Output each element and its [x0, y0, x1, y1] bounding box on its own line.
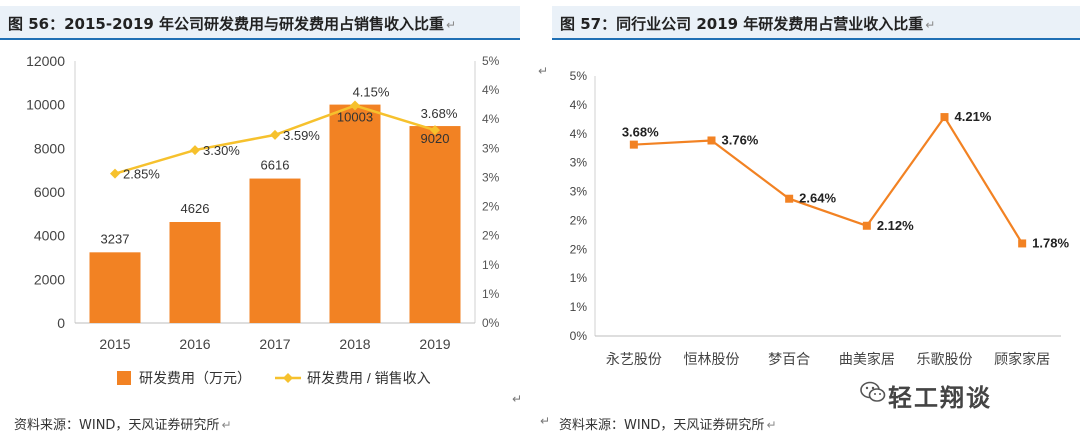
line-data-label: 3.59% [283, 128, 320, 143]
y-tick-label: 4% [570, 98, 588, 112]
y-tick-label: 0 [57, 315, 65, 331]
legend-line-label: 研发费用 / 销售收入 [307, 370, 431, 386]
paragraph-mark-icon: ↵ [538, 64, 549, 78]
y2-tick-label: 4% [482, 112, 500, 126]
line-point [629, 140, 638, 149]
y-tick-label: 12000 [26, 53, 65, 69]
line-data-label: 4.21% [955, 109, 992, 124]
wechat-icon [860, 381, 886, 402]
line-data-label: 3.30% [203, 143, 240, 158]
line-point [1018, 239, 1027, 248]
x-tick-label: 梦百合 [768, 351, 810, 367]
line-data-label: 2.12% [877, 218, 914, 233]
y-tick-label: 4% [570, 127, 588, 141]
bar-data-label: 3237 [101, 231, 130, 246]
y2-tick-label: 3% [482, 170, 500, 184]
right-chart-title: 图 57：同行业公司 2019 年研发费用占营业收入比重 ↵ [560, 15, 936, 33]
y-tick-label: 4000 [34, 228, 65, 244]
left-chart-title: 图 56：2015-2019 年公司研发费用与研发费用占销售收入比重 ↵ [8, 15, 457, 33]
x-tick-label: 永艺股份 [606, 351, 662, 367]
series-line [633, 115, 1024, 245]
bar [329, 104, 381, 323]
y2-tick-label: 4% [482, 83, 500, 97]
watermark-text: 轻工翔谈 [888, 384, 992, 412]
y-tick-label: 2% [570, 242, 588, 256]
y-tick-label: 2000 [34, 271, 65, 287]
right-source-note: 资料来源：WIND，天风证券研究所 ↵ [559, 418, 777, 433]
bar-data-label: 9020 [421, 131, 450, 146]
bar-data-label: 4626 [181, 201, 210, 216]
line-data-label: 3.76% [722, 132, 759, 147]
left-chart-title-bar: 图 56：2015-2019 年公司研发费用与研发费用占销售收入比重 ↵ [0, 6, 520, 40]
legend-bar-label: 研发费用（万元） [139, 370, 251, 386]
right-chart-title-bar: 图 57：同行业公司 2019 年研发费用占营业收入比重 ↵ [552, 6, 1080, 40]
legend-line-marker [283, 373, 293, 383]
bar [409, 126, 461, 324]
x-tick-label: 2015 [99, 336, 130, 352]
x-tick-label: 2016 [179, 336, 210, 352]
x-tick-label: 2019 [419, 336, 450, 352]
x-tick-label: 曲美家居 [839, 351, 895, 367]
legend-bar-swatch [117, 371, 131, 385]
y-tick-label: 10000 [26, 97, 65, 113]
y-tick-label: 1% [570, 271, 588, 285]
x-tick-label: 顾家家居 [994, 351, 1050, 367]
y2-tick-label: 5% [482, 54, 500, 68]
line-point [270, 129, 280, 140]
x-tick-label: 恒林股份 [684, 351, 740, 367]
line-data-label: 3.68% [421, 106, 458, 121]
line-point [110, 168, 120, 179]
y2-tick-label: 1% [482, 287, 500, 301]
left-source-note: 资料来源：WIND，天风证券研究所 ↵ [14, 418, 232, 433]
y-tick-label: 0% [570, 329, 588, 343]
line-point [430, 125, 440, 136]
bar-data-label: 6616 [261, 158, 290, 173]
y-tick-label: 1% [570, 300, 588, 314]
y-tick-label: 8000 [34, 140, 65, 156]
y2-tick-label: 2% [482, 229, 500, 243]
line-point [190, 145, 200, 156]
y2-tick-label: 0% [482, 316, 500, 330]
line-data-label: 4.15% [353, 85, 390, 100]
bar [89, 252, 141, 323]
paragraph-mark-icon: ↵ [512, 392, 523, 406]
paragraph-mark-icon: ↵ [540, 414, 551, 428]
line-data-label: 2.85% [123, 167, 160, 182]
y-tick-label: 3% [570, 156, 588, 170]
y2-tick-label: 3% [482, 141, 500, 155]
x-tick-label: 2018 [339, 336, 370, 352]
line-point [785, 194, 794, 203]
bar-data-label: 10003 [337, 110, 373, 125]
line-point [350, 100, 360, 111]
right-line-chart: 0% 1% 1% 2% 2% 3% 3% 4% 4% 5% 3.68% 3.76% 2.64% 2.12%… [570, 69, 1070, 367]
line-data-label: 3.68% [622, 125, 659, 140]
line-point [862, 221, 871, 230]
bar [249, 178, 301, 323]
x-tick-label: 乐歌股份 [917, 351, 973, 367]
y-tick-label: 2% [570, 213, 588, 227]
line-data-label: 2.64% [799, 191, 836, 206]
bar [169, 221, 221, 323]
line-data-label: 1.78% [1032, 235, 1069, 250]
left-combo-chart: 0 2000 4000 6000 8000 10000 12000 0% 1% 1% 2% 2% 3% 3… [26, 53, 500, 386]
line-point [707, 136, 716, 145]
line-point [940, 113, 949, 122]
y2-tick-label: 1% [482, 258, 500, 272]
y2-tick-label: 2% [482, 200, 500, 214]
y-tick-label: 6000 [34, 184, 65, 200]
y-tick-label: 3% [570, 185, 588, 199]
y-tick-label: 5% [570, 69, 588, 83]
x-tick-label: 2017 [259, 336, 290, 352]
